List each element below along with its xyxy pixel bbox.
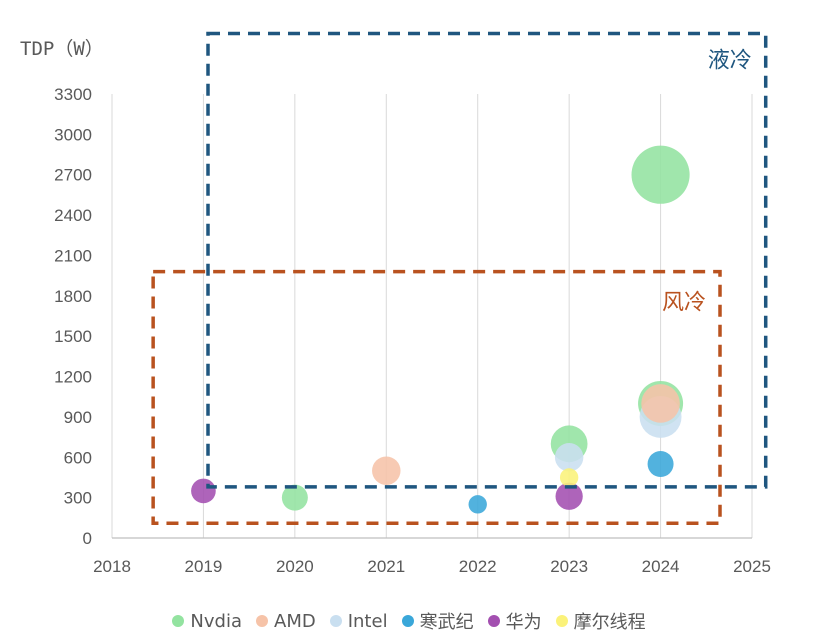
x-tick-label: 2022 [459,557,497,576]
bubble-Nvdia [281,484,308,511]
legend-item: Nvdia [172,611,242,632]
x-tick-label: 2020 [276,557,314,576]
legend-marker [401,615,414,627]
legend-label: 华为 [505,612,542,633]
zone-box [151,269,722,525]
y-axis-unit-label: TDP（W） [20,38,104,60]
zone-label: 风冷 [662,291,706,316]
legend-item: Intel [329,610,388,632]
y-tick-label: 600 [64,448,92,467]
legend-marker [487,615,500,627]
x-tick-label: 2018 [93,557,131,576]
zone-label: 液冷 [708,48,752,73]
y-tick-label: 3300 [54,85,92,104]
y-tick-label: 0 [83,529,92,548]
y-tick-label: 3000 [54,125,92,144]
legend-item: 华为 [487,608,542,634]
legend-label: Intel [347,610,388,632]
bubble-layer [191,145,690,514]
y-tick-label: 2100 [54,246,92,265]
x-tick-label: 2021 [367,557,405,576]
legend-marker [555,615,568,627]
legend-label: Nvdia [190,610,242,632]
bubble-Intel [554,443,584,472]
bubble-华为 [191,478,216,504]
y-tick-label: 2700 [54,166,92,185]
legend: Nvdia AMD Intel 寒武纪 华为 摩尔线程 [0,606,818,636]
y-tick-label: 300 [64,489,92,508]
bubble-寒武纪 [468,495,487,514]
y-tick-label: 1200 [54,368,92,387]
legend-item: 摩尔线程 [555,608,646,634]
x-tick-label: 2025 [733,557,771,576]
legend-item: 寒武纪 [401,608,474,634]
y-axis-ticks: 0 300 600 900 1200 1500 1800 2100 2400 2700 3000 33… [54,85,92,548]
bubble-AMD [641,384,680,423]
legend-marker [172,615,185,627]
x-tick-label: 2024 [642,557,680,576]
zone-box [206,31,768,489]
legend-item: AMD [256,611,316,632]
legend-label: AMD [274,610,316,632]
bubble-摩尔线程 [559,468,579,487]
x-tick-label: 2023 [550,557,588,576]
bubble-Nvdia [631,145,690,204]
legend-marker [256,615,268,627]
legend-marker [329,615,342,627]
y-tick-label: 1500 [54,327,92,346]
bubble-华为 [555,482,583,510]
y-tick-label: 900 [64,408,92,427]
legend-label: 寒武纪 [419,612,474,633]
legend-label: 摩尔线程 [573,612,646,633]
bubble-寒武纪 [647,451,674,477]
x-axis-ticks: 2018 2019 2020 2021 2022 2023 2024 2025 [93,557,771,576]
bubble-chart: TDP（W） 0 300 600 900 1200 1500 1800 2100 2400 270… [20,31,771,576]
bubble-AMD [372,456,401,485]
y-tick-label: 2400 [54,206,92,225]
y-tick-label: 1800 [54,287,92,306]
x-tick-label: 2019 [185,557,223,576]
